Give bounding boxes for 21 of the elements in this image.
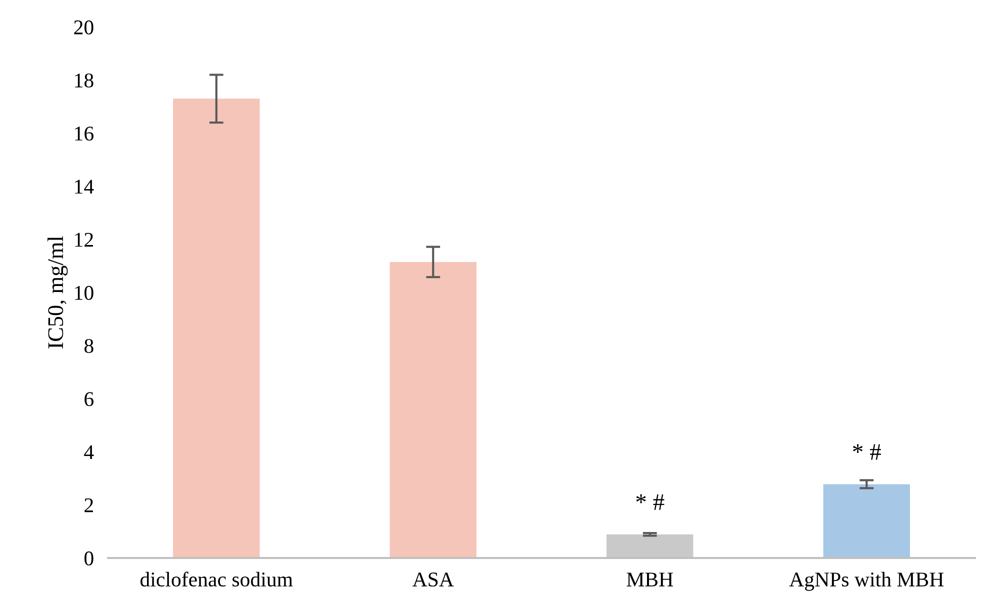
x-tick-label: ASA xyxy=(412,572,454,587)
y-tick-label: 20 xyxy=(74,20,94,34)
bar xyxy=(390,262,476,558)
x-tick-label: AgNPs with MBH xyxy=(789,572,944,591)
bar xyxy=(173,98,260,558)
y-tick-label: 14 xyxy=(75,180,94,194)
annotation: * # xyxy=(853,444,881,460)
y-tick-label: 4 xyxy=(84,445,94,460)
y-tick-label: 2 xyxy=(84,498,93,512)
annotation: * # xyxy=(636,494,664,510)
y-tick-label: 10 xyxy=(75,286,94,300)
y-tick-label: 16 xyxy=(75,126,94,141)
x-tick-label: MBH xyxy=(626,572,673,586)
y-tick-label: 8 xyxy=(84,338,94,354)
y-tick-label: 18 xyxy=(75,73,94,88)
y-tick-label: 12 xyxy=(75,232,93,247)
bar xyxy=(823,484,910,558)
x-tick-label: diclofenac sodium xyxy=(140,572,293,587)
y-tick-label: 0 xyxy=(84,551,94,566)
y-axis-title: IC50, mg/ml xyxy=(48,236,68,348)
y-tick-label: 6 xyxy=(84,392,94,406)
